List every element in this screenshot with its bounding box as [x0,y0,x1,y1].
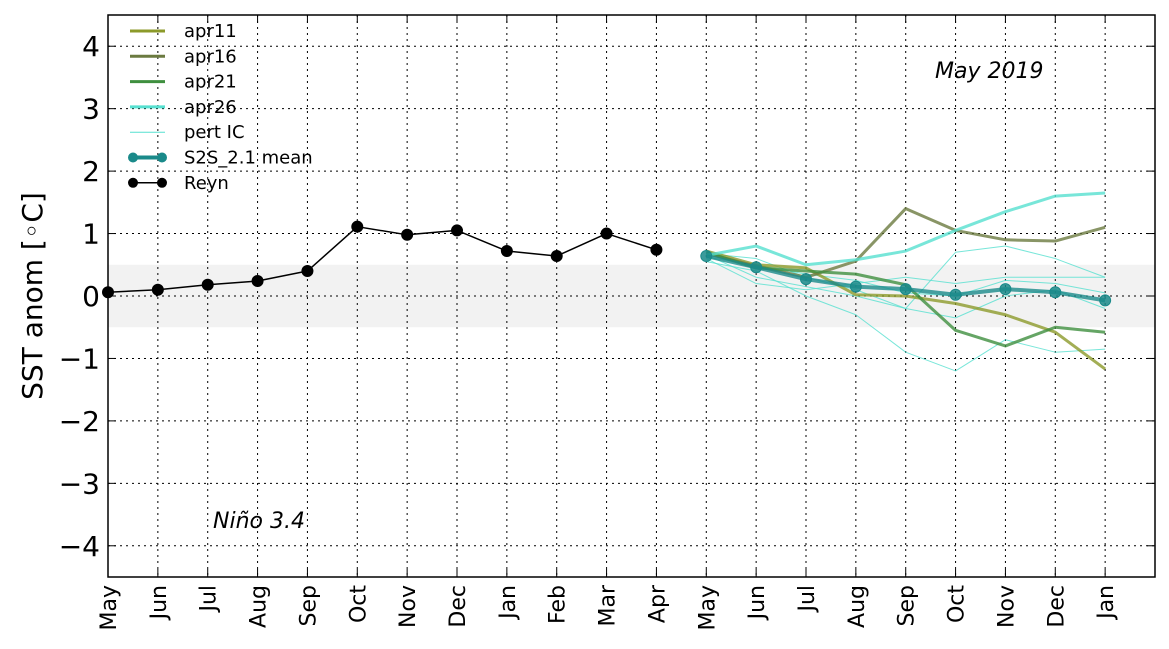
x-tick-label: Oct [346,585,371,623]
y-tick-label: 2 [82,155,100,188]
x-tick-label: Jul [795,585,820,614]
grid [108,15,1155,577]
y-axis-label: SST anom [◦C] [16,192,49,400]
x-tick-label: Jul [197,585,222,614]
x-tick-label: Mar [596,584,621,626]
x-tick-labels: May Jun Jul Aug Sep Oct Nov Dec Jan Feb Mar Apr May J… [97,584,1119,630]
x-tick-label: Jun [147,585,172,621]
series-layer [102,191,1112,372]
legend-label: apr16 [184,46,237,67]
x-tick-label: Jan [1094,585,1119,621]
legend-marker [157,177,167,188]
x-tick-label: Feb [546,585,571,624]
y-tick-label: 1 [82,218,100,251]
mean-point [700,250,713,263]
x-tick-label: Sep [895,585,920,626]
x-tick-label: Jan [496,585,521,621]
x-tick-label: Dec [1044,585,1069,628]
x-tick-label: Nov [994,585,1019,628]
x-tick-label: Apr [645,584,670,623]
y-tick-label: −1 [59,342,100,375]
mean-point [1049,286,1062,299]
legend: apr11 apr16 apr21 apr26 pert IC S2S_2.1 mean R… [128,21,313,194]
mean-point [750,261,763,274]
legend-label: apr11 [184,21,237,42]
y-tick-label: 3 [82,93,100,126]
mean-point [800,273,812,286]
mean-point [849,280,862,293]
x-tick-label: May [97,585,122,630]
mean-point [999,283,1012,296]
reyn-point [251,275,264,288]
y-tick-label: −3 [59,467,100,500]
reyn-point [650,243,663,256]
reyn-point [351,220,364,233]
series-line-pert-ic [706,258,1106,291]
legend-label: pert IC [184,122,245,143]
reyn-point [301,265,314,278]
y-tick-label: −2 [59,405,100,438]
reyn-point [451,224,463,237]
x-tick-label: Jun [745,585,770,621]
y-tick-label: 4 [82,30,100,63]
region-annotation: Niño 3.4 [213,509,305,534]
x-tick-label: May [695,585,720,630]
series-line-apr11 [705,249,1107,371]
mean-point [949,288,962,301]
legend-label: Reyn [184,173,229,194]
x-tick-label: Sep [296,585,321,626]
legend-label: S2S_2.1 mean [184,148,313,169]
x-tick-label: Aug [247,585,272,628]
mean-point [899,283,912,296]
x-tick-label: Nov [396,585,421,628]
legend-marker [128,177,138,188]
reyn-point [550,250,563,263]
series-line-reyn [107,225,657,294]
legend-marker [128,152,138,163]
legend-label: apr26 [184,97,237,118]
reyn-point [500,245,513,258]
y-tick-label: −4 [59,530,100,563]
series-line-pert-ic [706,261,1106,372]
mean-point [1099,294,1112,307]
legend-label: apr21 [184,72,237,93]
reyn-point [401,228,414,241]
y-axis-label-unit: ◦C] [16,192,49,239]
x-tick-label: Aug [845,585,870,628]
date-annotation: May 2019 [935,59,1043,84]
x-tick-label: Dec [446,585,471,628]
x-tick-label: Oct [945,585,970,623]
reyn-point [201,278,214,291]
series-line-apr26 [706,191,1106,267]
reyn-point [151,283,164,296]
reyn-point [600,227,613,240]
y-tick-labels: −4 −3 −2 −1 0 1 2 3 4 [59,30,100,563]
y-tick-label: 0 [82,280,100,313]
y-axis-label-text: SST anom [ [16,239,49,400]
legend-marker [157,152,167,163]
ticks [107,15,1155,577]
